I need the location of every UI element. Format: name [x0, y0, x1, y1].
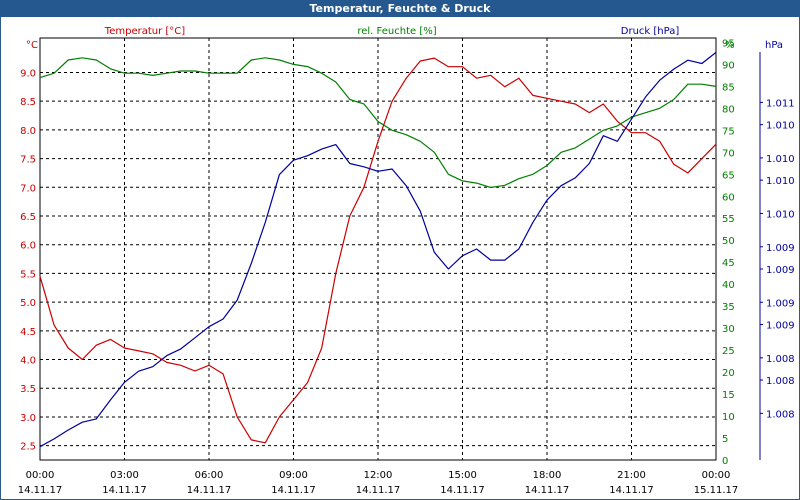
left-tick-label: 7.5 — [20, 155, 36, 166]
data-series — [39, 51, 717, 448]
pressure-tick-label: 1.008 — [766, 354, 795, 365]
humidity-tick-label: 0 — [722, 456, 728, 467]
humidity-tick-label: 65 — [722, 170, 735, 181]
humidity-tick-label: 85 — [722, 82, 735, 93]
humidity-tick-label: 75 — [722, 126, 735, 137]
x-tick-date: 14.11.17 — [187, 485, 232, 496]
humidity-tick-label: 20 — [722, 368, 735, 379]
pressure-tick-label: 1.010 — [766, 209, 795, 220]
legend-humidity: rel. Feuchte [%] — [357, 26, 436, 37]
left-axis-unit: °C — [26, 40, 38, 51]
x-tick-time: 06:00 — [195, 470, 224, 481]
left-tick-label: 6.5 — [20, 212, 36, 223]
left-tick-label: 5.0 — [20, 298, 36, 309]
pressure-tick-label: 1.009 — [766, 265, 795, 276]
humidity-tick-label: 25 — [722, 346, 735, 357]
humidity-tick-label: 80 — [722, 104, 735, 115]
left-tick-label: 2.5 — [20, 442, 36, 453]
x-tick-time: 21:00 — [617, 470, 646, 481]
humidity-tick-label: 95 — [722, 38, 735, 49]
humidity-tick-label: 90 — [722, 60, 735, 71]
humidity-axis-unit: % — [725, 40, 735, 51]
pressure-tick-label: 1.008 — [766, 409, 795, 420]
left-tick-label: 3.0 — [20, 413, 36, 424]
humidity-tick-label: 10 — [722, 412, 735, 423]
x-tick-date: 14.11.17 — [18, 485, 63, 496]
x-tick-time: 03:00 — [110, 470, 139, 481]
x-tick-date: 14.11.17 — [102, 485, 147, 496]
x-tick-date: 14.11.17 — [609, 485, 654, 496]
x-tick-time: 00:00 — [702, 470, 731, 481]
pressure-tick-label: 1.010 — [766, 154, 795, 165]
humidity-tick-label: 15 — [722, 390, 735, 401]
x-tick-time: 00:00 — [26, 470, 55, 481]
grid-lines — [40, 38, 716, 460]
left-tick-label: 3.5 — [20, 384, 36, 395]
left-axis: °C 2.5 3.0 3.5 4.0 4.5 5.0 5.5 6.0 6.5 7.0 7.5 8.0 8… — [20, 40, 38, 453]
humidity-tick-label: 70 — [722, 148, 735, 159]
pressure-tick-label: 1.011 — [766, 98, 795, 109]
legend-temperature: Temperatur [°C] — [104, 26, 185, 37]
left-tick-label: 6.0 — [20, 241, 36, 252]
x-tick-time: 09:00 — [279, 470, 308, 481]
pressure-axis-unit: hPa — [765, 40, 783, 51]
left-tick-label: 7.0 — [20, 183, 36, 194]
left-tick-label: 9.0 — [20, 68, 36, 79]
left-tick-label: 8.5 — [20, 97, 36, 108]
humidity-tick-label: 40 — [722, 280, 735, 291]
humidity-tick-label: 50 — [722, 236, 735, 247]
humidity-tick-label: 30 — [722, 324, 735, 335]
x-tick-date: 14.11.17 — [271, 485, 316, 496]
pressure-tick-label: 1.009 — [766, 321, 795, 332]
pressure-tick-label: 1.010 — [766, 121, 795, 132]
x-tick-date: 14.11.17 — [440, 485, 485, 496]
x-tick-date: 14.11.17 — [525, 485, 570, 496]
x-tick-time: 18:00 — [533, 470, 562, 481]
x-axis: 00:00 14.11.17 03:00 14.11.17 06:00 14.11.17 0… — [18, 470, 739, 496]
x-tick-time: 12:00 — [364, 470, 393, 481]
humidity-axis: % 0 5 10 15 20 25 30 35 40 45 50 55 60 65 70 75 80 85 90 95 — [722, 38, 735, 467]
humidity-tick-label: 60 — [722, 192, 735, 203]
left-tick-label: 4.0 — [20, 356, 36, 367]
humidity-tick-label: 55 — [722, 214, 735, 225]
pressure-axis: hPa 1.008 1.008 1.008 1.009 1.009 1.009 1.009 1… — [759, 40, 795, 460]
legend-pressure: Druck [hPa] — [621, 26, 680, 37]
humidity-tick-label: 5 — [722, 434, 728, 445]
temperature-line — [39, 57, 717, 444]
chart-title: Temperatur, Feuchte & Druck — [0, 0, 800, 17]
left-tick-label: 5.5 — [20, 269, 36, 280]
pressure-tick-label: 1.009 — [766, 298, 795, 309]
x-tick-time: 15:00 — [448, 470, 477, 481]
humidity-tick-label: 45 — [722, 258, 735, 269]
pressure-tick-label: 1.009 — [766, 243, 795, 254]
pressure-tick-label: 1.010 — [766, 176, 795, 187]
left-tick-label: 8.0 — [20, 126, 36, 137]
humidity-tick-label: 35 — [722, 302, 735, 313]
x-tick-date: 14.11.17 — [356, 485, 401, 496]
pressure-line — [39, 51, 717, 448]
left-tick-label: 4.5 — [20, 327, 36, 338]
plot-area-border — [39, 37, 717, 461]
pressure-tick-label: 1.008 — [766, 376, 795, 387]
humidity-line — [39, 57, 717, 189]
x-tick-date: 15.11.17 — [694, 485, 739, 496]
